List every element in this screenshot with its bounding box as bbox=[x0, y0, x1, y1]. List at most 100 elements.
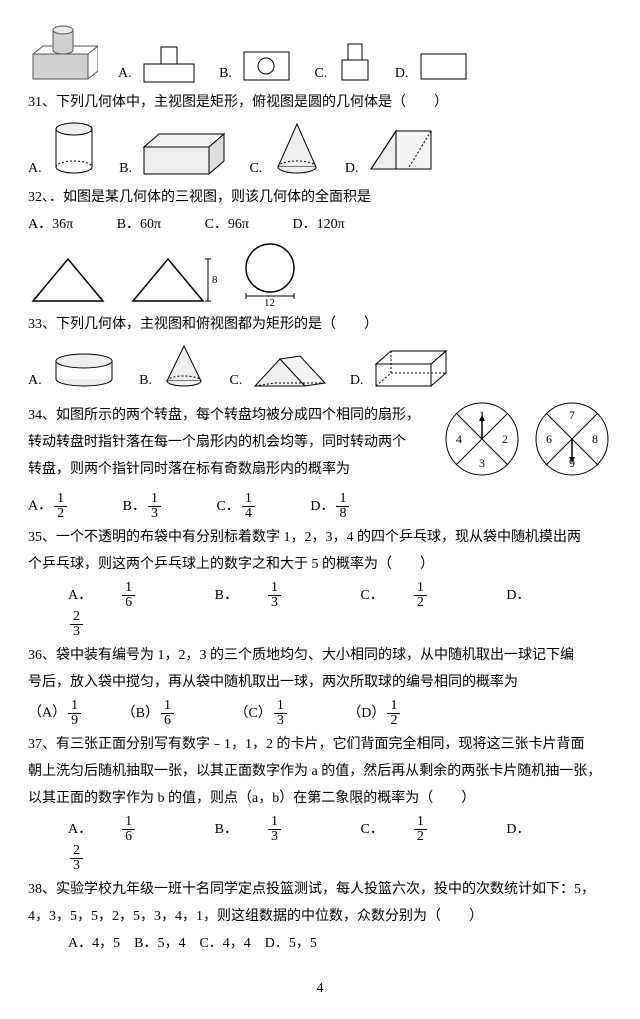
svg-text:3: 3 bbox=[479, 456, 485, 470]
tri-prism-icon bbox=[250, 351, 330, 391]
q35-c-frac: 12 bbox=[414, 581, 455, 610]
q33-opt-b: B. bbox=[139, 341, 209, 391]
q31-text: 31、下列几何体中，主视图是矩形，俯视图是圆的几何体是（ ） bbox=[28, 92, 612, 113]
q36-d-label: （D） bbox=[347, 706, 385, 721]
q30-opt-b: B. bbox=[219, 44, 294, 84]
q35-options: A． 16 B． 13 C． 12 D． 23 bbox=[68, 581, 612, 639]
q30-fig-d bbox=[416, 49, 471, 84]
cuboid2-icon bbox=[371, 346, 451, 391]
q37-d-label: D． bbox=[506, 822, 530, 837]
cylinder-icon bbox=[49, 119, 99, 179]
short-cylinder-icon bbox=[49, 351, 119, 391]
cuboid-icon bbox=[139, 129, 229, 179]
q37-b-frac: 13 bbox=[268, 815, 309, 844]
q34-options: A．12 B．13 C．14 D．18 bbox=[28, 492, 612, 521]
q37-l3: 以其正面的数字作为 b 的值，则点（a，b）在第二象限的概率为（ ） bbox=[28, 788, 612, 809]
q32-a: A．36π bbox=[28, 217, 73, 232]
q32-c: C．96π bbox=[205, 217, 249, 232]
q35-l2: 个乒乓球，则这两个乒乓球上的数字之和大于 5 的概率为（ ） bbox=[28, 554, 612, 575]
q33-options: A. B. C. D. bbox=[28, 341, 612, 391]
q32-text: 32、．如图是某几何体的三视图，则该几何体的全面积是 bbox=[28, 187, 612, 208]
q30-opt-a: A. bbox=[118, 39, 199, 84]
q37-c-label: C． bbox=[360, 822, 383, 837]
q32-d: D．120π bbox=[293, 217, 345, 232]
q34-b-frac: 13 bbox=[148, 492, 161, 521]
q30-opt-d: D. bbox=[395, 49, 471, 84]
q38-l2: 4，3，5，5，2，5，3，4，1，则这组数据的中位数，众数分别为（ ） bbox=[28, 906, 612, 927]
q31-opt-a: A. bbox=[28, 119, 99, 179]
q35-c-label: C． bbox=[360, 588, 383, 603]
q33-opt-c: C. bbox=[229, 351, 329, 391]
q30-stem-figure bbox=[28, 24, 98, 84]
q37-b-label: B． bbox=[215, 822, 238, 837]
q36-l1: 36、袋中装有编号为 1，2，3 的三个质地均匀、大小相同的球，从中随机取出一球… bbox=[28, 645, 612, 666]
q38-options: A．4，5 B．5，4 C．4，4 D．5，5 bbox=[68, 933, 612, 954]
q33-text: 33、下列几何体，主视图和俯视图都为矩形的是（ ） bbox=[28, 314, 612, 335]
q38-l1: 38、实验学校九年级一班十名同学定点投篮测试，每人投篮六次，投中的次数统计如下：… bbox=[28, 879, 612, 900]
q33-opt-a: A. bbox=[28, 351, 119, 391]
q31-opt-b: B. bbox=[119, 129, 229, 179]
q37-l2: 朝上洗匀后随机抽取一张，以其正面数字作为 a 的值，然后再从剩余的两张卡片随机抽… bbox=[28, 761, 612, 782]
svg-text:8: 8 bbox=[592, 432, 598, 446]
svg-text:2: 2 bbox=[502, 432, 508, 446]
q36-c-label: （C） bbox=[234, 706, 271, 721]
q30-fig-c bbox=[335, 39, 375, 84]
q36-c-frac: 13 bbox=[274, 699, 287, 728]
page-number: 4 bbox=[28, 978, 612, 999]
q32-figures: 8 12 bbox=[28, 241, 612, 306]
q35-l1: 35、一个不透明的布袋中有分别标着数字 1，2，3，4 的四个乒乓球，现从袋中随… bbox=[28, 527, 612, 548]
q34-b-label: B． bbox=[123, 499, 146, 514]
q30-fig-a bbox=[139, 39, 199, 84]
spinner1-icon: 1234 bbox=[442, 399, 522, 479]
q36-b-label: （B） bbox=[122, 706, 159, 721]
q36-options: （A）19 （B）16 （C）13 （D）12 bbox=[28, 699, 612, 728]
q34-l3: 转盘，则两个指针同时落在标有奇数扇形内的概率为 bbox=[28, 459, 432, 480]
q30-figure-row: A. B. C. D. bbox=[28, 24, 612, 84]
q37-l1: 37、有三张正面分别写有数字﹣1，1，2 的卡片，它们背面完全相同，现将这三张卡… bbox=[28, 734, 612, 755]
q33-opt-d: D. bbox=[350, 346, 451, 391]
q35-a-frac: 16 bbox=[122, 581, 163, 610]
q35-b-label: B． bbox=[215, 588, 238, 603]
q35-a-label: A． bbox=[68, 588, 92, 603]
svg-text:12: 12 bbox=[264, 297, 275, 306]
q36-l2: 号后，放入袋中搅匀，再从袋中随机取出一球，两次所取球的编号相同的概率为 bbox=[28, 672, 612, 693]
svg-text:6: 6 bbox=[546, 432, 552, 446]
prism-icon bbox=[366, 119, 436, 179]
q35-d-frac: 23 bbox=[70, 610, 111, 639]
q36-d-frac: 12 bbox=[387, 699, 400, 728]
q31-opt-c: C. bbox=[249, 119, 324, 179]
q37-a-label: A． bbox=[68, 822, 92, 837]
q34-a-frac: 12 bbox=[54, 492, 67, 521]
spinner2-icon: 7896 bbox=[532, 399, 612, 479]
q34-d-label: D． bbox=[310, 499, 334, 514]
q30-opt-c: C. bbox=[314, 39, 374, 84]
q37-options: A． 16 B． 13 C． 12 D． 23 bbox=[68, 815, 612, 873]
q34-c-frac: 14 bbox=[242, 492, 255, 521]
q36-a-frac: 19 bbox=[68, 699, 81, 728]
q37-c-frac: 12 bbox=[414, 815, 455, 844]
q31-options: A. B. C. D. bbox=[28, 119, 612, 179]
q34-c-label: C． bbox=[216, 499, 239, 514]
svg-text:7: 7 bbox=[569, 408, 575, 422]
q32-options: A．36π B．60π C．96π D．120π bbox=[28, 214, 612, 235]
cone2-icon bbox=[159, 341, 209, 391]
q30-fig-b bbox=[239, 44, 294, 84]
q32-b: B．60π bbox=[117, 217, 161, 232]
triangle-side-icon: 8 bbox=[128, 251, 218, 306]
q34-d-frac: 18 bbox=[336, 492, 349, 521]
q36-a-label: （A） bbox=[28, 706, 66, 721]
q35-b-frac: 13 bbox=[268, 581, 309, 610]
q37-d-frac: 23 bbox=[70, 844, 111, 873]
q34-a-label: A． bbox=[28, 499, 52, 514]
q36-b-frac: 16 bbox=[161, 699, 174, 728]
svg-text:8: 8 bbox=[212, 274, 218, 286]
q34-l1: 34、如图所示的两个转盘，每个转盘均被分成四个相同的扇形， bbox=[28, 405, 432, 426]
cone-icon bbox=[270, 119, 325, 179]
svg-text:4: 4 bbox=[456, 432, 462, 446]
q34-l2: 转动转盘时指针落在每一个扇形内的机会均等，同时转动两个 bbox=[28, 432, 432, 453]
circle-top-icon: 12 bbox=[238, 241, 308, 306]
q37-a-frac: 16 bbox=[122, 815, 163, 844]
q35-d-label: D． bbox=[506, 588, 530, 603]
q31-opt-d: D. bbox=[345, 119, 436, 179]
triangle-front-icon bbox=[28, 251, 108, 306]
